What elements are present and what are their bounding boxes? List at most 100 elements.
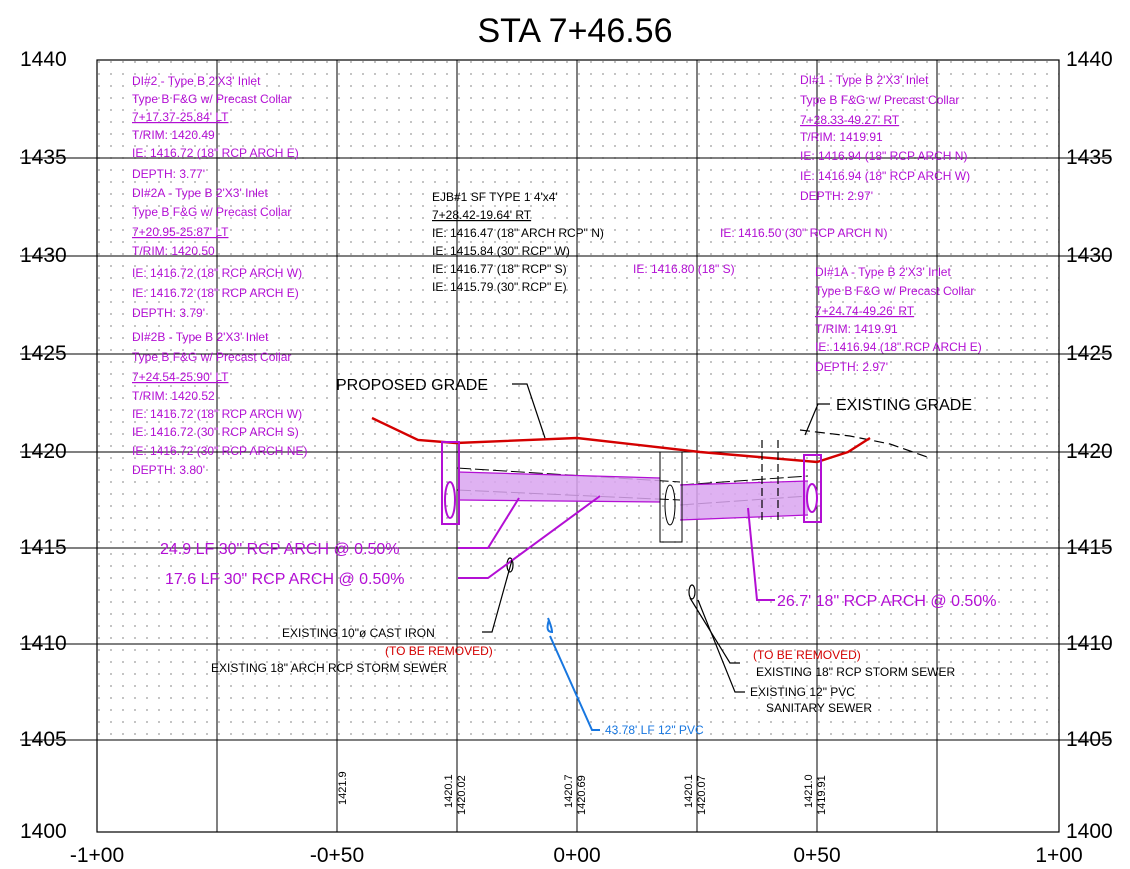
note-line: DI#1A - Type B 2'X3' Inlet: [815, 265, 951, 279]
existing-elev: 1421.9: [337, 771, 349, 805]
inlet-di2: [441, 441, 460, 525]
note-line: IE: 1416.72 (30" RCP ARCH S): [132, 425, 299, 439]
note-line: IE: 1416.72 (18" RCP ARCH W): [132, 266, 302, 280]
new-pvc-label: 43.78' LF 12" PVC: [605, 723, 704, 737]
note-line: DI#2A - Type B 2'X3' Inlet: [132, 186, 268, 200]
elev-label: 1410: [20, 632, 67, 655]
pipe-18-east: [680, 481, 808, 520]
elev-label: 1400: [20, 820, 67, 843]
note-line: DEPTH: 2.97': [800, 189, 873, 203]
existing-grade-label: EXISTING GRADE: [836, 397, 972, 414]
existing-grade-line: [799, 429, 931, 459]
note-line: DI#1 - Type B 2'X3' Inlet: [800, 73, 929, 87]
proposed-pipes: [457, 471, 809, 521]
elev-label: 1410: [1066, 632, 1113, 655]
storm-sewer-label: EXISTING 18" RCP STORM SEWER: [756, 665, 956, 679]
note-line: T/RIM: 1420.50: [132, 244, 215, 258]
station-label: 0+50: [793, 844, 840, 867]
note-line: DEPTH: 2.97': [815, 360, 888, 374]
note-line: IE: 1416.94 (18" RCP ARCH W): [800, 169, 970, 183]
ejb-line: IE: 1415.79 (30" RCP" E): [432, 280, 567, 294]
elev-label: 1405: [20, 728, 67, 751]
junction-box: [659, 451, 683, 543]
note-line: Type B F&G w/ Precast Collar: [815, 284, 974, 298]
note-line: IE: 1416.72 (30" RCP ARCH NE): [132, 444, 307, 458]
new-pvc-symbol: [546, 617, 554, 634]
pipe-label-249: 24.9 LF 30" RCP ARCH @ 0.50%: [160, 541, 400, 558]
note-line: Type B F&G w/ Precast Collar: [132, 205, 291, 219]
to-be-removed-label: (TO BE REMOVED): [753, 648, 861, 662]
elev-label: 1405: [1066, 728, 1113, 751]
elev-label: 1425: [20, 342, 67, 365]
note-line: IE: 1416.72 (18" RCP ARCH E): [132, 146, 299, 160]
station-gridlines: [216, 60, 938, 832]
note-line: 7+17.37-25.84' LT: [132, 110, 229, 124]
cast-iron-label: EXISTING 10"ø CAST IRON: [282, 626, 435, 640]
elev-label: 1440: [20, 48, 67, 71]
grid-dots: [97, 60, 1059, 740]
ejb-line: IE: 1416.47 (18" ARCH RCP" N): [432, 226, 604, 240]
note-line: 7+20.95-25.87' LT: [132, 225, 229, 239]
ejb-extra-n: IE: 1416.50 (30" RCP ARCH N): [720, 226, 887, 240]
drawing-title: STA 7+46.56: [477, 12, 672, 50]
elev-label: 1430: [1066, 244, 1113, 267]
station-label: 0+00: [553, 844, 600, 867]
existing-elev: 1420.7: [563, 774, 575, 808]
note-line: T/RIM: 1420.49: [132, 128, 215, 142]
note-line: IE: 1416.72 (18" RCP ARCH W): [132, 407, 302, 421]
existing-elev: 1421.0: [803, 774, 815, 808]
note-line: IE: 1416.94 (18" RCP ARCH N): [800, 149, 967, 163]
elev-label: 1440: [1066, 48, 1113, 71]
elev-labels-right: 1440 1435 1430 1425 1420 1415 1410 1405 …: [1066, 48, 1113, 843]
pvc-label: SANITARY SEWER: [766, 701, 872, 715]
proposed-elev: 1420.69: [576, 775, 588, 815]
ejb-line: EJB#1 SF TYPE 1 4'x4': [432, 190, 558, 204]
drawing-frame: [96, 59, 1060, 833]
elev-label: 1400: [1066, 820, 1113, 843]
note-line: Type B F&G w/ Precast Collar: [800, 93, 959, 107]
ejb-notes: EJB#1 SF TYPE 1 4'x4' 7+28.42-19.64' RT …: [432, 190, 887, 294]
pvc-label: EXISTING 12" PVC: [750, 685, 855, 699]
station-label: 1+00: [1035, 844, 1082, 867]
note-line: IE: 1416.72 (18" RCP ARCH E): [132, 286, 299, 300]
proposed-elev: 1419.91: [816, 775, 828, 815]
to-be-removed-label: (TO BE REMOVED): [385, 644, 493, 658]
station-label: -0+50: [310, 844, 364, 867]
note-line: Type B F&G w/ Precast Collar: [132, 350, 291, 364]
proposed-grade-label: PROPOSED GRADE: [336, 377, 488, 394]
ejb-outline: [659, 451, 683, 543]
elevation-readouts: 1421.9 1420.1 1420.02 1420.7 1420.69 142…: [337, 771, 828, 815]
note-line: 7+28.33-49.27' RT: [800, 113, 900, 127]
elev-label: 1415: [20, 536, 67, 559]
existing-box: [761, 440, 779, 520]
note-line: DEPTH: 3.79': [132, 306, 205, 320]
elev-label: 1435: [20, 146, 67, 169]
note-line: DI#2B - Type B 2'X3' Inlet: [132, 330, 269, 344]
pipe-label-267: 26.7' 18" RCP ARCH @ 0.50%: [777, 593, 996, 610]
proposed-elev: 1420.02: [456, 775, 468, 815]
pipe-label-176: 17.6 LF 30" RCP ARCH @ 0.50%: [165, 571, 405, 588]
notes-right: DI#1 - Type B 2'X3' Inlet Type B F&G w/ …: [800, 73, 982, 374]
elev-label: 1420: [1066, 440, 1113, 463]
note-line: Type B F&G w/ Precast Collar: [132, 92, 291, 106]
pipe-30-west: [458, 472, 660, 502]
notes-left: DI#2 - Type B 2'X3' Inlet Type B F&G w/ …: [132, 74, 307, 477]
storm-sewer-label: EXISTING 18" ARCH RCP STORM SEWER: [211, 661, 447, 675]
station-label: -1+00: [70, 844, 124, 867]
elev-label: 1425: [1066, 342, 1113, 365]
elev-label: 1415: [1066, 536, 1113, 559]
leaders: [458, 383, 830, 731]
existing-elev: 1420.1: [443, 774, 455, 808]
station-labels: -1+00 -0+50 0+00 0+50 1+00: [70, 844, 1083, 867]
ejb-line: IE: 1416.77 (18" RCP" S): [432, 262, 567, 276]
note-line: T/RIM: 1419.91: [800, 130, 883, 144]
elevation-gridlines: [20, 157, 1110, 741]
inlet-structures: [441, 441, 822, 525]
elev-label: 1435: [1066, 146, 1113, 169]
note-line: DEPTH: 3.80': [132, 463, 205, 477]
elev-label: 1430: [20, 244, 67, 267]
inlet-di1: [803, 454, 822, 523]
elev-label: 1420: [20, 440, 67, 463]
note-line: 7+24.54-25.90' LT: [132, 370, 229, 384]
